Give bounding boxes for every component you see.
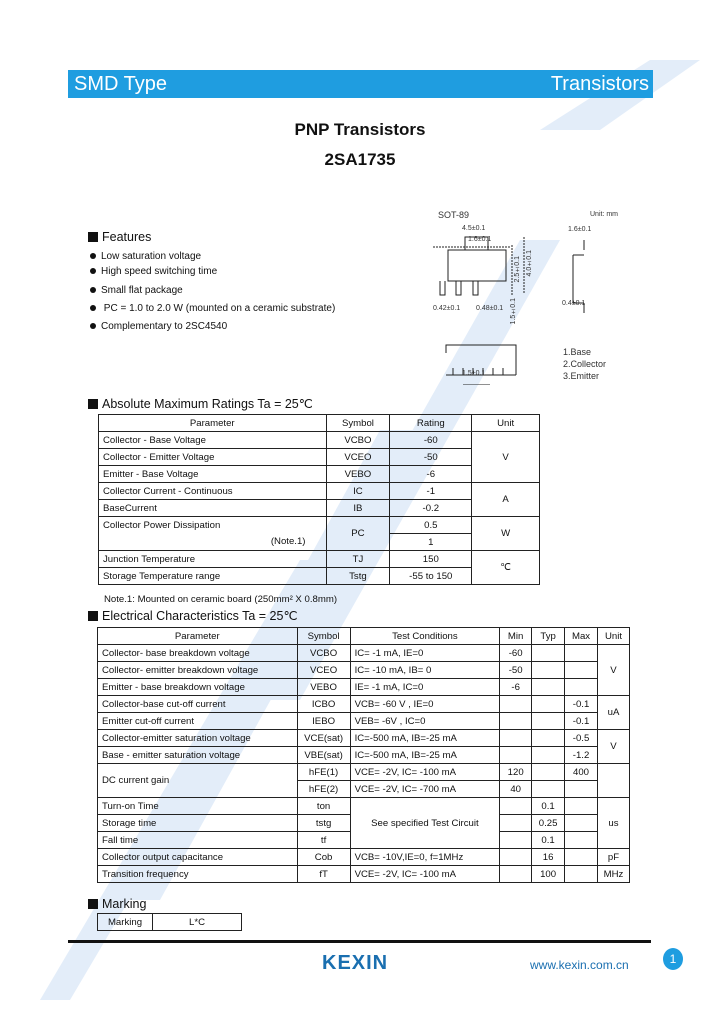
table-row: Collector-emitter saturation voltage VCE(… <box>97 729 631 764</box>
column-header: Typ <box>531 627 566 645</box>
header-right: Transistors <box>550 73 649 95</box>
table-row: hFE(2) VCE= -2V, IC= -700 mA 40 <box>98 780 630 798</box>
feature-item: PC = 1.0 to 2.0 W (mounted on a ceramic … <box>90 303 335 315</box>
column-header: Max <box>564 627 598 645</box>
dim-label: 0.4±0.1 <box>562 300 586 307</box>
page-number-badge: 1 <box>663 948 683 970</box>
dim-label: 4.5±0.1 <box>462 225 486 232</box>
column-header: Unit <box>596 627 631 645</box>
table-row: BaseCurrent IB -0.2 <box>98 499 540 517</box>
column-header: Parameter <box>98 414 327 432</box>
dim-label: 1.5±0.1 <box>462 370 486 377</box>
column-header: Unit <box>471 414 540 432</box>
table-row: Collector-base cut-off current ICBO VCB= -… <box>97 695 631 730</box>
table-row: Collector - Base Voltage VCBO -60 V <box>98 431 540 483</box>
feature-item: Complementary to 2SC4540 <box>90 321 227 333</box>
dim-label: 0.48±0.1 <box>476 305 504 312</box>
table-row: Turn-on Time ton See specified Test Circui… <box>97 797 631 849</box>
table-row: Collector- emitter breakdown voltage VCEO… <box>97 661 630 679</box>
part-number: 2SA1735 <box>324 150 396 169</box>
electrical-characteristics-table: Parameter Symbol Test Conditions Min Typ Max U… <box>97 627 631 883</box>
table-row: Base - emitter saturation voltage VBE(sat… <box>97 746 630 764</box>
table-row: Collector Current - Continuous IC -1 A <box>98 482 540 517</box>
elec-heading: Electrical Characteristics Ta = 25℃ <box>88 609 297 624</box>
package-units: Unit: mm <box>590 211 618 218</box>
dim-label: 1.6±0.1 <box>568 226 592 233</box>
doc-title: PNP Transistors <box>294 120 426 139</box>
table-row: DC current gain hFE(1) VCE= -2V, IC= -100 … <box>97 763 631 798</box>
abs-heading: Absolute Maximum Ratings Ta = 25℃ <box>88 397 313 412</box>
column-header: Symbol <box>296 627 351 645</box>
table-row: Junction Temperature TJ 150 ℃ <box>98 550 540 585</box>
feature-item: Small flat package <box>90 285 183 297</box>
marking-heading: Marking <box>88 897 146 912</box>
column-header: Symbol <box>325 414 391 432</box>
column-header: Min <box>499 627 533 645</box>
abs-note: Note.1: Mounted on ceramic board (250mm²… <box>104 594 338 605</box>
table-row: Transition frequency fT VCE= -2V, IC= -100… <box>97 865 631 883</box>
dim-label: 1.5±0.1 <box>510 298 517 325</box>
table-row: Emitter cut-off current IEBO VEB= -6V , IC… <box>97 712 630 730</box>
column-header: Rating <box>389 414 473 432</box>
column-header: Parameter <box>97 627 298 645</box>
column-header: Test Conditions <box>349 627 501 645</box>
package-name: SOT-89 <box>438 210 470 220</box>
feature-item: High speed switching time <box>90 266 217 278</box>
marking-value: L*C <box>152 913 242 931</box>
dim-label: 4.0±0.1 <box>526 250 533 277</box>
header-bar: SMD Type Transistors <box>68 70 653 98</box>
table-row: Storage time tstg 0.25 <box>97 814 630 832</box>
pin-list: 1.Base 2.Collector 3.Emitter <box>563 347 607 381</box>
table-row: Collector- base breakdown voltage VCBO IC=… <box>97 644 631 696</box>
kexin-logo: KEXIN <box>322 952 389 974</box>
features-heading: Features <box>88 230 151 245</box>
marking-table: Marking L*C <box>97 913 242 931</box>
footer-divider <box>68 940 651 943</box>
marking-label: Marking <box>97 913 153 931</box>
absolute-max-ratings-table: Parameter Symbol Rating Unit Collector - Bas… <box>98 414 540 585</box>
table-row: Emitter - base breakdown voltage VEBO IE= … <box>97 678 630 696</box>
table-row: Storage Temperature range Tstg -55 to 150 <box>98 567 540 585</box>
package-drawing <box>433 236 585 385</box>
table-row: Collector Power Dissipation PC 0.5 W <box>98 516 540 551</box>
dim-label: 1.6±0.1 <box>468 236 492 243</box>
table-row: Fall time tf 0.1 <box>97 831 630 849</box>
table-row: Collector output capacitance Cob VCB= -10V… <box>97 848 631 866</box>
dim-label: 0.42±0.1 <box>433 305 461 312</box>
website-link[interactable]: www.kexin.com.cn <box>530 958 629 972</box>
header-left: SMD Type <box>74 73 167 95</box>
dim-label: 2.5±0.1 <box>514 256 521 283</box>
feature-item: Low saturation voltage <box>90 251 201 263</box>
